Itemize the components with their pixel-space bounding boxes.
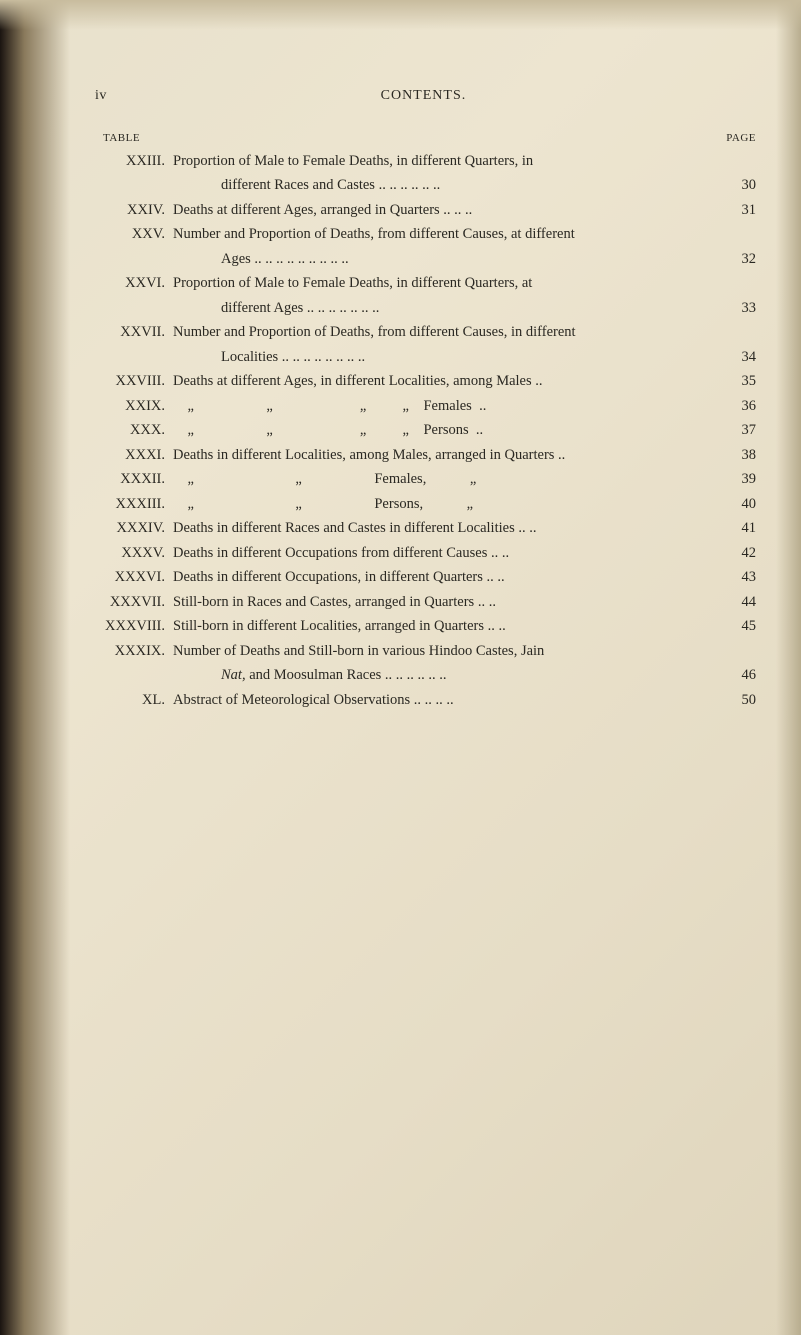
toc-entry: XXVI.Proportion of Male to Female Deaths…: [95, 272, 756, 295]
header-spacer: [740, 88, 756, 104]
toc-roman-numeral: XXXVIII.: [95, 615, 173, 638]
label-page: PAGE: [726, 132, 756, 144]
toc-page-number: 39: [724, 468, 756, 491]
toc-description: „ „ Females, „: [173, 468, 724, 491]
toc-page-number: 34: [724, 346, 756, 369]
toc-page-number: 50: [724, 689, 756, 712]
toc-description: „ „ „ „ Persons ..: [173, 419, 724, 442]
label-table: TABLE: [103, 132, 140, 144]
toc-entry: different Races and Castes .. .. .. .. .…: [95, 174, 756, 197]
toc-description: different Ages .. .. .. .. .. .. ..: [173, 297, 724, 320]
toc-page-number: 42: [724, 542, 756, 565]
toc-page-number: 36: [724, 395, 756, 418]
toc-roman-numeral: XXIX.: [95, 395, 173, 418]
toc-list: XXIII.Proportion of Male to Female Death…: [95, 150, 756, 712]
toc-roman-numeral: XL.: [95, 689, 173, 712]
section-title: CONTENTS.: [381, 88, 467, 104]
running-header: iv CONTENTS.: [95, 88, 756, 104]
toc-page-number: 33: [724, 297, 756, 320]
toc-description: Proportion of Male to Female Deaths, in …: [173, 272, 724, 295]
toc-description: Number of Deaths and Still-born in vario…: [173, 640, 724, 663]
column-labels: TABLE PAGE: [95, 132, 756, 144]
toc-page-number: 37: [724, 419, 756, 442]
toc-entry: XXIII.Proportion of Male to Female Death…: [95, 150, 756, 173]
toc-description: Proportion of Male to Female Deaths, in …: [173, 150, 724, 173]
toc-description: Number and Proportion of Deaths, from di…: [173, 223, 724, 246]
toc-description: Abstract of Meteorological Observations …: [173, 689, 724, 712]
toc-roman-numeral: XXXIII.: [95, 493, 173, 516]
toc-entry: XXXIV.Deaths in different Races and Cast…: [95, 517, 756, 540]
toc-description: Number and Proportion of Deaths, from di…: [173, 321, 724, 344]
toc-description: Deaths in different Races and Castes in …: [173, 517, 724, 540]
toc-entry: XXV.Number and Proportion of Deaths, fro…: [95, 223, 756, 246]
toc-page-number: 38: [724, 444, 756, 467]
toc-entry: XXIV.Deaths at different Ages, arranged …: [95, 199, 756, 222]
toc-page-number: 30: [724, 174, 756, 197]
toc-description: „ „ „ „ Females ..: [173, 395, 724, 418]
page-binding-shadow: [0, 0, 70, 1335]
toc-entry: Nat, and Moosulman Races .. .. .. .. .. …: [95, 664, 756, 687]
toc-description: Deaths in different Occupations, in diff…: [173, 566, 724, 589]
toc-description: Nat, and Moosulman Races .. .. .. .. .. …: [173, 664, 724, 687]
toc-description: different Races and Castes .. .. .. .. .…: [173, 174, 724, 197]
toc-page-number: 44: [724, 591, 756, 614]
toc-page-number: 40: [724, 493, 756, 516]
toc-page-number: 32: [724, 248, 756, 271]
toc-entry: XXVII.Number and Proportion of Deaths, f…: [95, 321, 756, 344]
page-edge-top: [0, 0, 801, 30]
toc-entry: Localities .. .. .. .. .. .. .. ..34: [95, 346, 756, 369]
page-content: iv CONTENTS. TABLE PAGE XXIII.Proportion…: [95, 88, 756, 713]
toc-description: Deaths in different Occupations from dif…: [173, 542, 724, 565]
toc-entry: XXXV.Deaths in different Occupations fro…: [95, 542, 756, 565]
toc-description: Ages .. .. .. .. .. .. .. .. ..: [173, 248, 724, 271]
toc-description: Deaths at different Ages, arranged in Qu…: [173, 199, 724, 222]
toc-roman-numeral: XXVII.: [95, 321, 173, 344]
toc-entry: XXXVIII.Still-born in different Localiti…: [95, 615, 756, 638]
toc-description: Deaths in different Localities, among Ma…: [173, 444, 724, 467]
toc-description: „ „ Persons, „: [173, 493, 724, 516]
toc-description: Still-born in Races and Castes, arranged…: [173, 591, 724, 614]
toc-roman-numeral: XXXII.: [95, 468, 173, 491]
toc-roman-numeral: XXXIX.: [95, 640, 173, 663]
toc-roman-numeral: XXV.: [95, 223, 173, 246]
toc-entry: XXXVI.Deaths in different Occupations, i…: [95, 566, 756, 589]
toc-page-number: 46: [724, 664, 756, 687]
toc-entry: XXXI.Deaths in different Localities, amo…: [95, 444, 756, 467]
toc-entry: XXXIX.Number of Deaths and Still-born in…: [95, 640, 756, 663]
toc-entry: XXX. „ „ „ „ Persons ..37: [95, 419, 756, 442]
toc-roman-numeral: XXXV.: [95, 542, 173, 565]
toc-page-number: 43: [724, 566, 756, 589]
toc-description: Deaths at different Ages, in different L…: [173, 370, 724, 393]
toc-entry: XXXVII.Still-born in Races and Castes, a…: [95, 591, 756, 614]
toc-description: Still-born in different Localities, arra…: [173, 615, 724, 638]
toc-entry: XXIX. „ „ „ „ Females ..36: [95, 395, 756, 418]
toc-page-number: 31: [724, 199, 756, 222]
toc-roman-numeral: XXXVII.: [95, 591, 173, 614]
toc-entry: different Ages .. .. .. .. .. .. ..33: [95, 297, 756, 320]
toc-entry: Ages .. .. .. .. .. .. .. .. ..32: [95, 248, 756, 271]
toc-description: Localities .. .. .. .. .. .. .. ..: [173, 346, 724, 369]
toc-roman-numeral: XXXIV.: [95, 517, 173, 540]
toc-roman-numeral: XXXI.: [95, 444, 173, 467]
toc-entry: XXXII. „ „ Females, „39: [95, 468, 756, 491]
toc-roman-numeral: XXXVI.: [95, 566, 173, 589]
toc-page-number: 35: [724, 370, 756, 393]
toc-page-number: 45: [724, 615, 756, 638]
italic-word: Nat,: [221, 667, 246, 683]
toc-roman-numeral: XXVIII.: [95, 370, 173, 393]
toc-page-number: 41: [724, 517, 756, 540]
toc-roman-numeral: XXX.: [95, 419, 173, 442]
toc-roman-numeral: XXIV.: [95, 199, 173, 222]
toc-roman-numeral: XXVI.: [95, 272, 173, 295]
toc-entry: XXXIII. „ „ Persons, „40: [95, 493, 756, 516]
page-edge-right: [776, 0, 801, 1335]
toc-entry: XL.Abstract of Meteorological Observatio…: [95, 689, 756, 712]
page-number: iv: [95, 88, 107, 104]
toc-roman-numeral: XXIII.: [95, 150, 173, 173]
toc-entry: XXVIII.Deaths at different Ages, in diff…: [95, 370, 756, 393]
